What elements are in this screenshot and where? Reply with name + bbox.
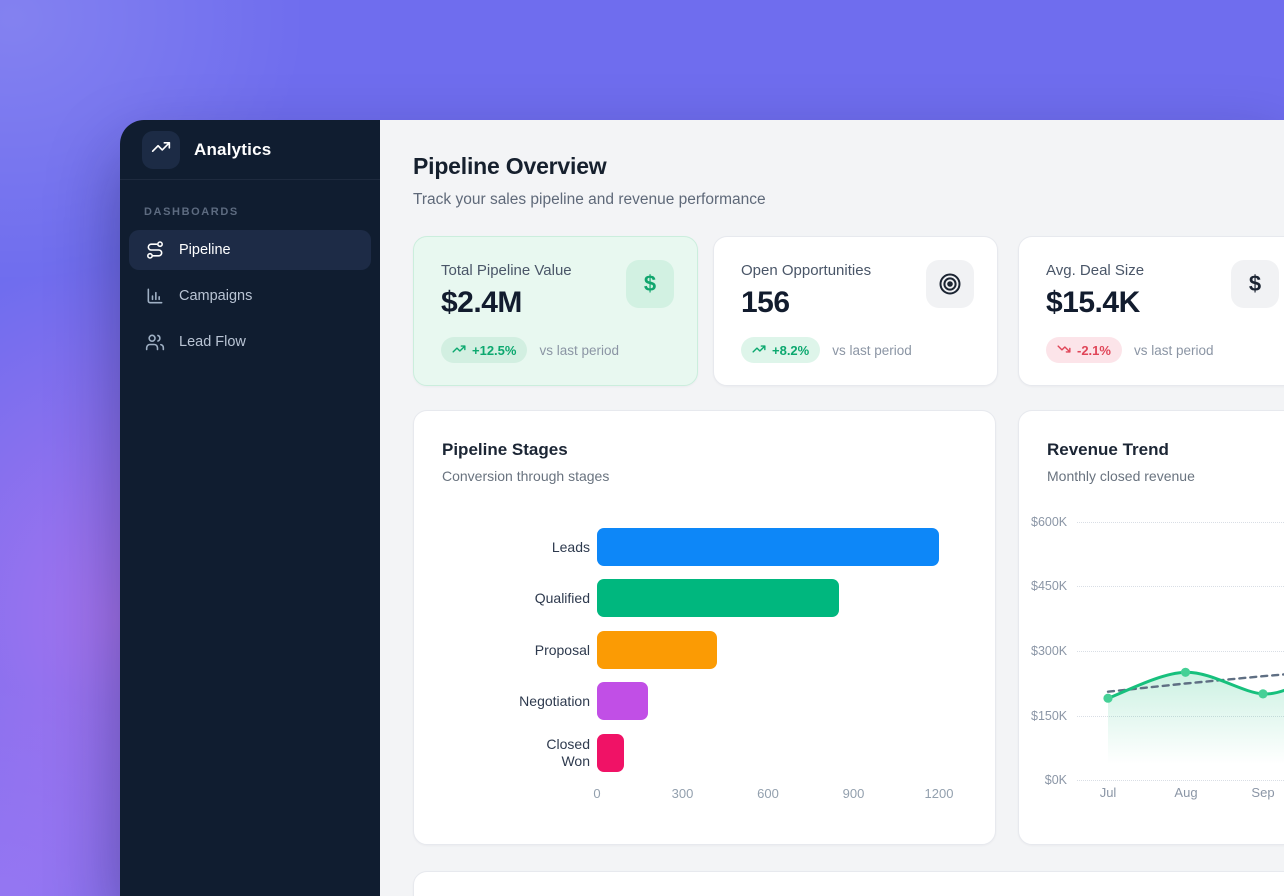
sidebar-item-lead-flow[interactable]: Lead Flow (129, 322, 371, 362)
revenue-trend-card: Revenue Trend Monthly closed revenue $60… (1018, 410, 1284, 845)
trend-dashed-line (1106, 673, 1284, 693)
sidebar-header: Analytics (120, 120, 380, 180)
trending-down-icon (1057, 342, 1071, 359)
page-subtitle: Track your sales pipeline and revenue pe… (413, 191, 766, 208)
app-title: Analytics (194, 139, 272, 159)
users-icon (145, 332, 165, 352)
kpi-label: Total Pipeline Value (441, 262, 572, 279)
kpi-value: $2.4M (441, 286, 522, 319)
pipeline-stages-card: Pipeline Stages Conversion through stage… (413, 410, 996, 845)
route-icon (145, 240, 165, 260)
kpi-card-open-opportunities: Open Opportunities 156 +8.2% vs last per… (713, 236, 998, 386)
x-axis-label-jul: Jul (1099, 785, 1117, 800)
sidebar: Analytics DASHBOARDS Pipeline Campaigns (120, 120, 380, 896)
sidebar-section-label: DASHBOARDS (144, 206, 239, 218)
kpi-change-badge: -2.1% (1046, 337, 1122, 363)
kpi-card-avg-deal-size: Avg. Deal Size $15.4K -2.1% vs last peri… (1018, 236, 1284, 386)
main-content: Pipeline Overview Track your sales pipel… (380, 120, 1284, 896)
sidebar-item-label: Campaigns (179, 288, 253, 304)
y-axis-tick: $600K (1031, 515, 1068, 529)
analytics-logo (142, 130, 180, 169)
gridline-row: $300K (1031, 642, 1284, 660)
bar-negotiation[interactable] (597, 682, 648, 720)
x-axis-tick: 1200 (924, 786, 954, 801)
page-title: Pipeline Overview (413, 153, 607, 179)
revenue-data-points (1103, 667, 1268, 703)
bar-label: Leads (551, 538, 590, 555)
y-axis-tick: $150K (1031, 709, 1068, 723)
sidebar-item-campaigns[interactable]: Campaigns (129, 276, 371, 316)
trending-up-icon (752, 342, 766, 359)
sidebar-item-label: Pipeline (179, 242, 231, 258)
kpi-compare-label: vs last period (1133, 342, 1214, 358)
bottom-card-partial (413, 871, 1284, 896)
dollar-icon: $ (1231, 260, 1279, 308)
x-axis-tick: 600 (757, 786, 779, 801)
revenue-line (1106, 670, 1284, 700)
revenue-line-chart[interactable] (1076, 511, 1284, 791)
chart-subtitle: Monthly closed revenue (1047, 468, 1195, 484)
kpi-change-badge: +8.2% (741, 337, 821, 363)
bar-chart-icon (145, 286, 165, 306)
bar-label: Negotiation (519, 692, 590, 709)
chart-title: Revenue Trend (1047, 440, 1169, 459)
sidebar-item-pipeline[interactable]: Pipeline (129, 230, 371, 270)
revenue-area-fill (1108, 672, 1284, 780)
kpi-card-total-pipeline-value: Total Pipeline Value $2.4M +12.5% vs las… (413, 236, 698, 386)
kpi-compare-label: vs last period (539, 342, 619, 358)
y-axis-tick: $300K (1031, 644, 1068, 658)
bar-row-qualified: Qualified (414, 579, 839, 617)
bar-proposal[interactable] (597, 631, 717, 669)
bar-row-leads: Leads (414, 528, 939, 566)
gridline-row: $450K (1031, 577, 1284, 595)
x-axis-tick: 900 (842, 786, 865, 801)
bar-label: Closed Won (546, 736, 590, 769)
bar-row-negotiation: Negotiation (414, 682, 648, 720)
y-axis-tick: $0K (1044, 773, 1067, 787)
gridline-row: $600K (1031, 513, 1284, 531)
kpi-value: $15.4K (1046, 286, 1140, 319)
bar-leads[interactable] (597, 528, 939, 566)
dollar-icon: $ (626, 260, 674, 308)
chart-title: Pipeline Stages (442, 440, 568, 459)
bar-label: Proposal (534, 641, 590, 658)
bar-row-closed-won: Closed Won (414, 734, 624, 772)
kpi-change-badge: +12.5% (441, 337, 528, 363)
x-axis-label-sep: Sep (1251, 785, 1275, 800)
bar-closed-won[interactable] (597, 734, 624, 772)
app-window: Analytics DASHBOARDS Pipeline Campaigns (120, 120, 1284, 896)
trending-up-icon (452, 342, 466, 359)
bar-qualified[interactable] (597, 579, 839, 617)
kpi-value: 156 (741, 286, 790, 319)
kpi-label: Open Opportunities (741, 262, 872, 279)
target-icon (926, 260, 974, 308)
trending-up-icon (151, 137, 171, 162)
chart-subtitle: Conversion through stages (442, 468, 610, 484)
bar-label: Qualified (534, 589, 590, 606)
sidebar-item-label: Lead Flow (179, 334, 246, 350)
bar-row-proposal: Proposal (414, 631, 717, 669)
sidebar-nav: Pipeline Campaigns Lead Flow (120, 230, 380, 362)
x-axis-tick: 0 (593, 786, 601, 801)
x-axis-tick: 300 (671, 786, 694, 801)
kpi-compare-label: vs last period (832, 342, 912, 358)
y-axis-tick: $450K (1031, 579, 1068, 593)
kpi-label: Avg. Deal Size (1046, 262, 1145, 279)
x-axis-label-aug: Aug (1174, 785, 1198, 800)
